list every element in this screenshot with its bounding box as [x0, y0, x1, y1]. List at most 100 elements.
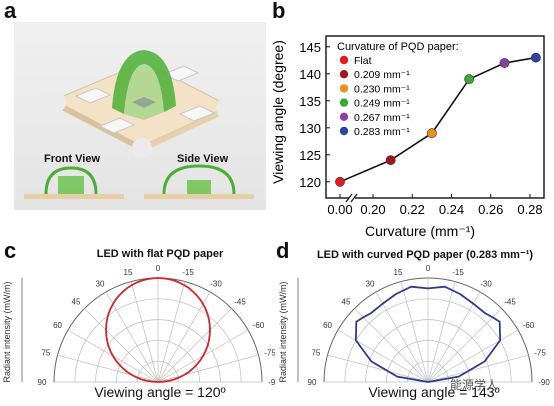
front-view-label: Front View: [44, 153, 100, 165]
x-tick-label: 0.28: [517, 202, 542, 217]
polar-c-title: LED with flat PQD paper: [96, 248, 224, 260]
angle-tick-label: 45: [342, 297, 351, 306]
y-tick-label: 145: [299, 40, 321, 55]
data-point: [426, 128, 437, 139]
axis-break: [345, 193, 358, 203]
solder-pad: [74, 87, 112, 104]
angle-tick-label: -75: [264, 348, 275, 357]
polar-spoke: [375, 291, 429, 383]
polar-spoke: [157, 281, 186, 383]
solder-pad: [162, 65, 200, 82]
angle-tick-label: 60: [323, 321, 332, 330]
y-tick-label: 140: [299, 67, 321, 82]
legend-label: 0.249 mm⁻¹: [354, 98, 410, 110]
caption-c: Viewing angle = 120º: [94, 384, 226, 400]
x-tick-label: 0.20: [360, 202, 385, 217]
angle-tick-label: -60: [523, 321, 535, 330]
angle-tick-label: 15: [124, 268, 133, 277]
axis-break-mark: [350, 193, 358, 203]
angle-tick-label: -90: [538, 378, 550, 387]
polar-spoke: [427, 329, 519, 383]
polar-plot-curved: 90 75 60 45 30 15 0 -15 -30 -45 -60 -75 -90 Radiant i…: [278, 264, 551, 387]
polar-spoke: [427, 308, 502, 383]
axis-break-gap: [349, 194, 355, 202]
panel-letter-c: c: [4, 238, 17, 263]
legend-label: 0.283 mm⁻¹: [354, 126, 410, 138]
angle-tick-label: 15: [394, 268, 403, 277]
board-notch: [132, 138, 152, 158]
solder-pad: [98, 117, 136, 134]
angle-tick-label: -90: [268, 378, 275, 387]
data-point: [530, 52, 541, 63]
angle-tick-label: 75: [41, 348, 50, 357]
x-axis-label: Curvature (mm⁻¹): [365, 223, 475, 239]
legend-label: 0.230 mm⁻¹: [354, 83, 410, 95]
legend-title: Curvature of PQD paper:: [337, 41, 459, 53]
polar-spoke: [427, 291, 481, 383]
legend-marker: [339, 98, 349, 107]
angle-tick-label: 0: [156, 264, 161, 273]
angle-tick-label: -45: [234, 297, 246, 306]
panel-letter-b: b: [272, 0, 286, 23]
angle-tick-label: 60: [53, 321, 62, 330]
board-notch: [216, 96, 240, 120]
y-tick-label: 130: [299, 121, 321, 136]
y-tick-label: 135: [299, 94, 321, 109]
legend-label: Flat: [354, 55, 372, 67]
plot-frame: [325, 35, 545, 199]
legend-label: 0.267 mm⁻¹: [354, 112, 410, 124]
data-point: [335, 176, 345, 187]
polar-grid: [323, 277, 533, 383]
trend-line: [339, 56, 537, 183]
side-view-label: Side View: [177, 153, 229, 165]
y-tick-label: 120: [299, 175, 321, 190]
angle-tick-label: -45: [504, 297, 516, 306]
polar-spoke: [105, 291, 159, 383]
angle-tick-label: -30: [210, 279, 222, 288]
watermark: 能源学人: [450, 378, 499, 392]
angle-tick-label: 30: [96, 279, 105, 288]
polar-grid: [53, 277, 263, 383]
legend-marker: [339, 55, 349, 65]
angle-labels: 90 75 60 45 30 15 0 -15 -30 -45 -60 -75 -90: [308, 264, 551, 387]
led-illustration: Front View Side View: [24, 50, 254, 199]
x-tick-label: 0.00: [327, 202, 352, 217]
data-point: [499, 58, 510, 68]
angle-labels: 90 75 60 45 30 15 0 -15 -30 -45 -60 -75 -90: [38, 264, 275, 387]
polar-spoke: [130, 281, 159, 383]
data-point: [464, 74, 475, 85]
legend-marker: [339, 112, 349, 122]
polar-spoke: [157, 291, 211, 383]
polar-spoke: [400, 281, 429, 383]
legend-marker: [339, 70, 349, 79]
polar-spoke: [354, 308, 429, 383]
angle-tick-label: 45: [72, 297, 81, 306]
angle-tick-label: 30: [366, 279, 375, 288]
polar-plot-flat: 90 75 60 45 30 15 0 -15 -30 -45 -60 -75 -90 Radiant i…: [2, 264, 275, 387]
angle-tick-label: 0: [426, 264, 431, 273]
pqd-paper-dome: [112, 50, 176, 114]
polar-d-title: LED with curved PQD paper (0.283 mm⁻¹): [316, 249, 534, 261]
angle-tick-label: -60: [253, 321, 265, 330]
led-illustration-panel: Front View Side View: [14, 22, 266, 210]
pcb-board-edge: [54, 100, 142, 152]
board-notch: [42, 90, 66, 114]
polar-spoke: [427, 354, 529, 383]
angle-tick-label: 90: [308, 378, 317, 387]
polar-spoke: [427, 281, 456, 383]
x-tick-label: 0.24: [439, 202, 464, 217]
legend-label: 0.209 mm⁻¹: [354, 69, 410, 81]
polar-spoke: [157, 308, 232, 383]
caption-d: Viewing angle = 143º: [368, 384, 500, 400]
angle-tick-label: -15: [452, 268, 464, 277]
y-tick-label: 125: [299, 148, 321, 163]
polar-spoke: [157, 354, 259, 383]
y-axis-label: Viewing angle (degree): [270, 40, 286, 184]
polar-spoke: [327, 354, 429, 383]
polar-spoke: [57, 354, 159, 383]
solder-pad: [178, 105, 216, 122]
polar-spoke: [337, 329, 429, 383]
x-tick-label: 0.26: [478, 202, 503, 217]
angle-tick-label: 75: [311, 348, 320, 357]
legend-marker: [339, 84, 349, 93]
